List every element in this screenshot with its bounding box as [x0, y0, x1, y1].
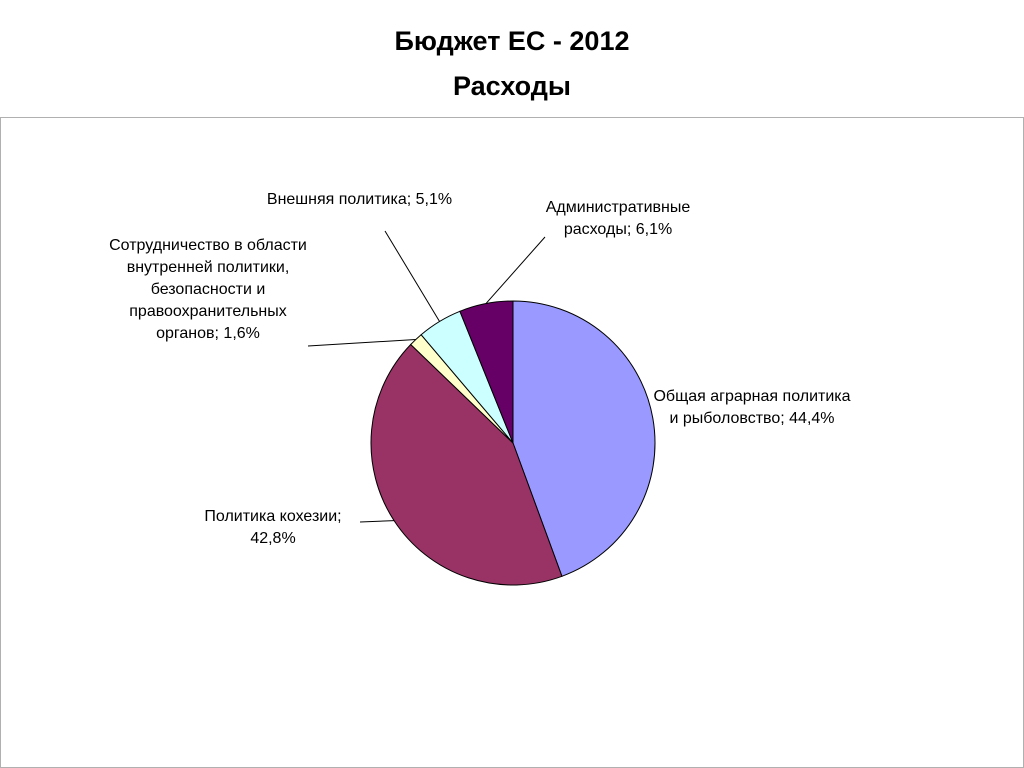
value-label: 5,1%: [415, 191, 453, 208]
slice-label: Общая аграрная политика и рыболовство; 4…: [652, 386, 852, 430]
value-label: 1,6%: [223, 325, 260, 342]
slice-label: Административные расходы; 6,1%: [522, 197, 714, 241]
chart-subtitle: Расходы: [452, 71, 571, 101]
category-label: Административные расходы;: [545, 199, 691, 238]
slice-label: Сотрудничество в области внутренней поли…: [107, 235, 309, 345]
value-label: 42,8%: [250, 530, 296, 547]
slice-label: Политика кохезии; 42,8%: [183, 506, 363, 550]
category-label: Сотрудничество в области внутренней поли…: [109, 237, 307, 342]
category-label: Политика кохезии;: [204, 508, 342, 525]
chart-title: Бюджет ЕС - 2012: [394, 26, 630, 56]
pie-slice: [459, 300, 514, 444]
leader-line: [307, 338, 416, 347]
leader-line: [359, 520, 395, 523]
value-label: 6,1%: [635, 221, 673, 238]
category-label: Внешняя политика;: [266, 191, 412, 208]
pie-slice: [370, 343, 563, 586]
leader-line: [384, 230, 440, 322]
value-label: 44,4%: [789, 410, 835, 427]
pie-slice: [512, 300, 656, 577]
slice-label: Внешняя политика; 5,1%: [262, 189, 457, 211]
leader-line: [485, 236, 546, 304]
category-label: Общая аграрная политика и рыболовство;: [653, 388, 851, 427]
